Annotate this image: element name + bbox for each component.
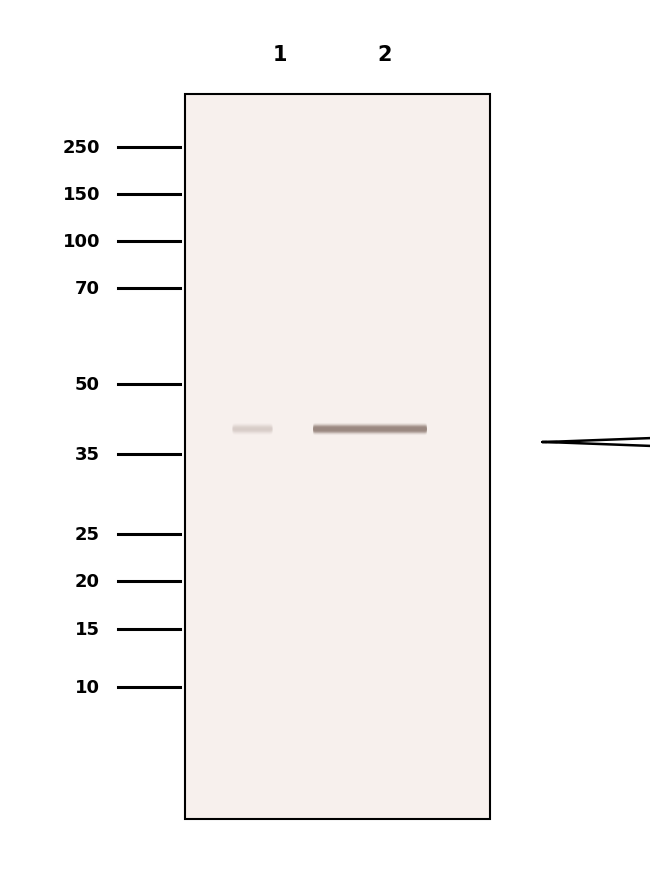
Text: 1: 1 xyxy=(273,45,287,65)
Text: 50: 50 xyxy=(75,375,100,394)
Text: 250: 250 xyxy=(62,139,100,156)
Text: 15: 15 xyxy=(75,620,100,638)
Text: 2: 2 xyxy=(378,45,392,65)
Text: 35: 35 xyxy=(75,446,100,463)
Text: 150: 150 xyxy=(62,186,100,203)
Text: 25: 25 xyxy=(75,526,100,543)
Bar xyxy=(185,95,490,819)
Text: 70: 70 xyxy=(75,280,100,298)
Text: 20: 20 xyxy=(75,573,100,590)
Text: 10: 10 xyxy=(75,678,100,696)
Text: 100: 100 xyxy=(62,233,100,251)
